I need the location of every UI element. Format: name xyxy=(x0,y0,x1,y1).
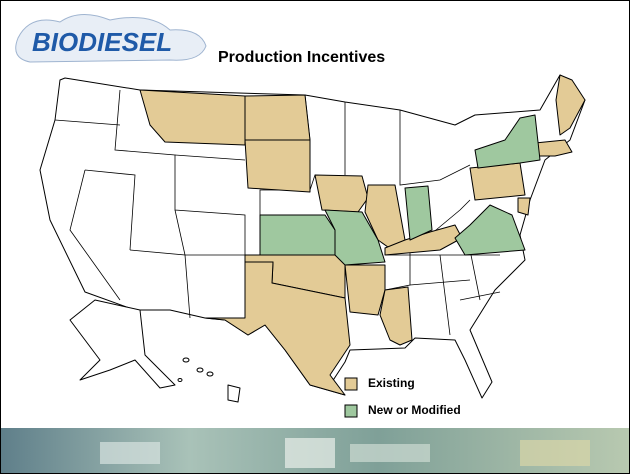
legend-label: Existing xyxy=(368,376,415,390)
legend-label: New or Modified xyxy=(368,403,461,417)
state xyxy=(245,140,310,192)
legend-swatch xyxy=(345,405,357,417)
state xyxy=(470,163,525,200)
logo-text: BIODIESEL xyxy=(32,27,172,57)
photo-banner xyxy=(1,428,629,473)
state xyxy=(535,140,572,156)
slide-title: Production Incentives xyxy=(218,49,385,66)
state xyxy=(260,215,335,255)
legend-swatch xyxy=(345,378,357,390)
slide: BIODIESEL Production Incentives xyxy=(0,0,630,474)
state xyxy=(518,198,530,215)
state xyxy=(405,186,432,240)
state xyxy=(345,265,385,315)
state xyxy=(245,95,310,140)
state xyxy=(315,175,368,212)
